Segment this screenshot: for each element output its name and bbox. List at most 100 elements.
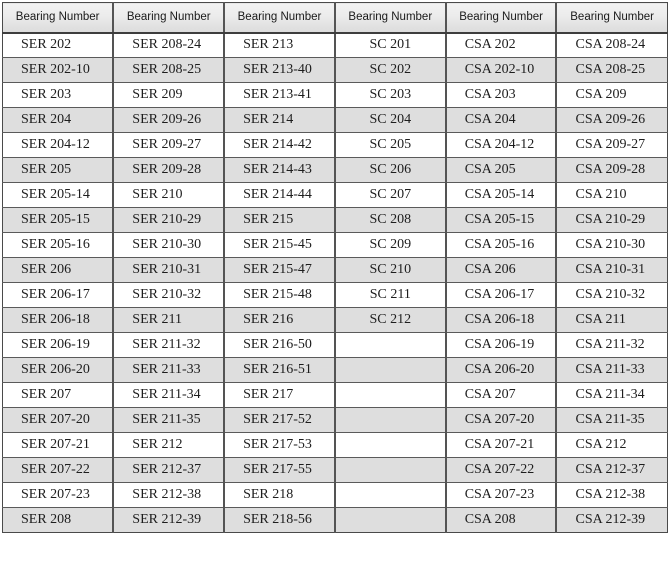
table-cell: SC 208 xyxy=(334,207,447,233)
table-cell: CSA 210 xyxy=(556,182,668,208)
table-cell: SER 211 xyxy=(113,307,226,333)
table-cell: SER 206-18 xyxy=(2,307,115,333)
table-cell: SER 206-17 xyxy=(2,282,115,308)
table-cell: CSA 210-30 xyxy=(556,232,668,258)
table-row: SER 205-15 SER 210-29 SER 215 SC 208 CSA 205… xyxy=(2,207,668,233)
table-cell: SER 205-14 xyxy=(2,182,115,208)
table-cell: SC 204 xyxy=(334,107,447,133)
table-cell: SC 206 xyxy=(334,157,447,183)
table-row: SER 205-14 SER 210 SER 214-44 SC 207 CSA 205… xyxy=(2,182,668,208)
table-cell: SER 215-45 xyxy=(224,232,336,258)
table-cell: SER 207-20 xyxy=(2,407,115,433)
table-cell: SER 217-55 xyxy=(224,457,336,483)
bearing-number-table: Bearing Number Bearing Number Bearing Numb… xyxy=(2,2,668,533)
table-cell: CSA 211-32 xyxy=(556,332,668,358)
table-cell: SER 206-19 xyxy=(2,332,115,358)
table-cell: SER 210-30 xyxy=(113,232,226,258)
column-header-4: Bearing Number xyxy=(334,2,447,34)
table-cell: SER 212 xyxy=(113,432,226,458)
table-cell: SER 213-41 xyxy=(224,82,336,108)
table-cell: CSA 211-34 xyxy=(556,382,668,408)
table-cell: SER 209-28 xyxy=(113,157,226,183)
table-row: SER 202 SER 208-24 SER 213 SC 201 CSA 202 CSA… xyxy=(2,32,668,58)
table-cell: SER 218 xyxy=(224,482,336,508)
table-row: SER 206 SER 210-31 SER 215-47 SC 210 CSA 206… xyxy=(2,257,668,283)
table-cell: CSA 205-15 xyxy=(445,207,558,233)
table-cell: CSA 204 xyxy=(445,107,558,133)
table-cell: CSA 209-26 xyxy=(556,107,668,133)
table-cell: CSA 207 xyxy=(445,382,558,408)
table-cell: CSA 206-17 xyxy=(445,282,558,308)
table-cell: SER 210-32 xyxy=(113,282,226,308)
table-cell: SER 209-26 xyxy=(113,107,226,133)
column-header-6: Bearing Number xyxy=(556,2,668,34)
table-cell: CSA 202-10 xyxy=(445,57,558,83)
table-row: SER 207-23 SER 212-38 SER 218 CSA 207-23 CSA… xyxy=(2,482,668,508)
table-cell: CSA 207-23 xyxy=(445,482,558,508)
table-cell xyxy=(334,432,447,458)
table-cell: SC 211 xyxy=(334,282,447,308)
table-cell: SC 207 xyxy=(334,182,447,208)
table-cell: SC 203 xyxy=(334,82,447,108)
table-cell: CSA 206-18 xyxy=(445,307,558,333)
table-cell: SER 209 xyxy=(113,82,226,108)
table-cell: SER 207-21 xyxy=(2,432,115,458)
table-row: SER 206-17 SER 210-32 SER 215-48 SC 211 CSA … xyxy=(2,282,668,308)
table-cell: SER 216 xyxy=(224,307,336,333)
table-row: SER 203 SER 209 SER 213-41 SC 203 CSA 203 CSA… xyxy=(2,82,668,108)
table-cell: CSA 206 xyxy=(445,257,558,283)
table-cell: SER 204-12 xyxy=(2,132,115,158)
table-cell: CSA 211 xyxy=(556,307,668,333)
table-cell: SER 207 xyxy=(2,382,115,408)
table-cell: SER 202-10 xyxy=(2,57,115,83)
table-cell: SER 215 xyxy=(224,207,336,233)
table-cell: CSA 202 xyxy=(445,32,558,58)
column-header-3: Bearing Number xyxy=(224,2,336,34)
table-cell: CSA 211-33 xyxy=(556,357,668,383)
table-cell: SER 211-34 xyxy=(113,382,226,408)
table-cell: SER 213 xyxy=(224,32,336,58)
table-cell: SER 218-56 xyxy=(224,507,336,533)
table-header: Bearing Number Bearing Number Bearing Numb… xyxy=(2,2,668,34)
column-header-5: Bearing Number xyxy=(445,2,558,34)
table-cell: SER 211-33 xyxy=(113,357,226,383)
table-cell: SER 212-38 xyxy=(113,482,226,508)
table-cell: CSA 205 xyxy=(445,157,558,183)
table-cell: SER 205 xyxy=(2,157,115,183)
table-row: SER 206-18 SER 211 SER 216 SC 212 CSA 206-18… xyxy=(2,307,668,333)
table-cell: SER 207-23 xyxy=(2,482,115,508)
table-cell xyxy=(334,407,447,433)
table-cell: SER 214-42 xyxy=(224,132,336,158)
table-cell: SER 212-39 xyxy=(113,507,226,533)
table-row: SER 205 SER 209-28 SER 214-43 SC 206 CSA 205… xyxy=(2,157,668,183)
table-cell: CSA 205-16 xyxy=(445,232,558,258)
table-cell: CSA 204-12 xyxy=(445,132,558,158)
table-cell: SER 211-35 xyxy=(113,407,226,433)
table-cell: SER 207-22 xyxy=(2,457,115,483)
table-cell: SER 212-37 xyxy=(113,457,226,483)
table-cell: SC 210 xyxy=(334,257,447,283)
table-cell: CSA 206-19 xyxy=(445,332,558,358)
table-cell: SC 205 xyxy=(334,132,447,158)
column-header-2: Bearing Number xyxy=(113,2,226,34)
table-cell: CSA 210-29 xyxy=(556,207,668,233)
table-cell: SER 217-53 xyxy=(224,432,336,458)
table-cell: CSA 209-27 xyxy=(556,132,668,158)
table-cell: CSA 205-14 xyxy=(445,182,558,208)
table-cell: CSA 210-32 xyxy=(556,282,668,308)
table-row: SER 207-20 SER 211-35 SER 217-52 CSA 207-20… xyxy=(2,407,668,433)
table-cell: CSA 212-37 xyxy=(556,457,668,483)
table-row: SER 204-12 SER 209-27 SER 214-42 SC 205 CSA … xyxy=(2,132,668,158)
table-cell: CSA 207-20 xyxy=(445,407,558,433)
table-row: SER 208 SER 212-39 SER 218-56 CSA 208 CSA 21… xyxy=(2,507,668,533)
table-cell: SER 214 xyxy=(224,107,336,133)
table-cell: SER 211-32 xyxy=(113,332,226,358)
table-cell: SER 206 xyxy=(2,257,115,283)
table-cell: SC 202 xyxy=(334,57,447,83)
table-cell: CSA 212-38 xyxy=(556,482,668,508)
table-cell: CSA 212 xyxy=(556,432,668,458)
header-row: Bearing Number Bearing Number Bearing Numb… xyxy=(2,2,668,34)
table-cell: CSA 207-22 xyxy=(445,457,558,483)
table-cell: CSA 212-39 xyxy=(556,507,668,533)
